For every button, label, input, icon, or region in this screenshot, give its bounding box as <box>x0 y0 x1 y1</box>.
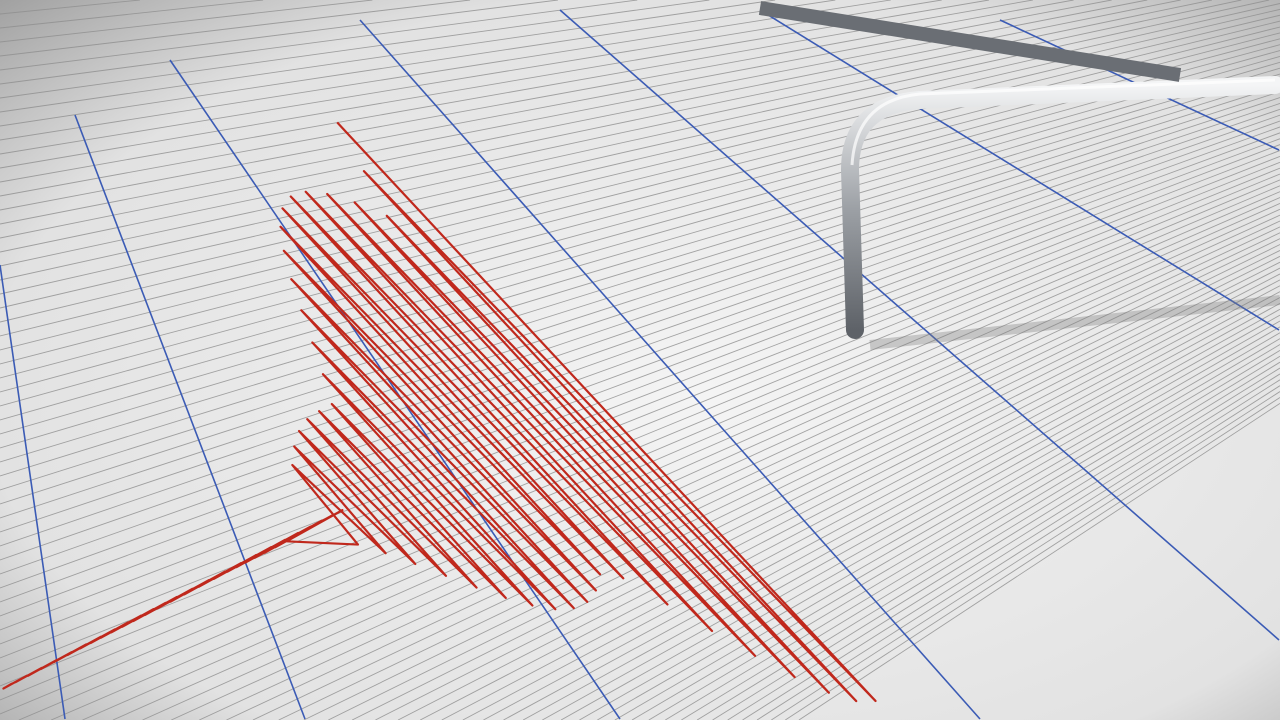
grid-line <box>0 150 1280 645</box>
grid-line <box>712 367 1280 720</box>
grid-line <box>0 114 1280 561</box>
grid-line <box>0 61 1280 435</box>
grid-line <box>0 126 1280 589</box>
grid-line <box>579 320 1280 720</box>
grid-line <box>648 344 1280 720</box>
stylus-arm <box>758 1 1182 82</box>
grid-line <box>798 402 1280 720</box>
needle-shadow <box>869 295 1280 350</box>
grid-line <box>18 185 1280 720</box>
grid-line <box>328 250 1280 720</box>
grid-line <box>0 0 471 57</box>
grid-line <box>397 267 1280 720</box>
grid-line <box>560 314 1280 720</box>
grid-line <box>0 0 1242 267</box>
grid-line <box>171 214 1280 720</box>
grid-line <box>303 244 1280 720</box>
grid-line <box>0 85 1280 491</box>
grid-line <box>278 238 1280 720</box>
grid-line <box>0 26 1280 351</box>
grid-line <box>756 385 1280 720</box>
grid-line <box>0 0 638 85</box>
grid-line <box>0 0 776 113</box>
grid-line <box>0 0 990 169</box>
grid-line <box>0 173 1280 701</box>
grid-line <box>542 308 1280 720</box>
grid-line <box>0 0 373 43</box>
grid-line <box>665 350 1280 720</box>
grid-line <box>0 73 1280 463</box>
grid-line <box>0 97 1280 519</box>
grid-line <box>0 20 1280 337</box>
grid-line <box>0 0 264 29</box>
grid-line <box>0 120 1280 575</box>
grid-line <box>0 50 1280 407</box>
grid-line <box>112 202 1280 720</box>
grid-line <box>441 279 1280 720</box>
grid-line <box>597 326 1280 720</box>
major-line <box>759 9 1280 331</box>
major-line <box>169 59 621 720</box>
grid-line <box>226 226 1280 720</box>
grid-line <box>351 255 1280 720</box>
grid-line <box>0 108 1280 547</box>
grid-line <box>0 79 1280 477</box>
trace-line <box>2 121 877 703</box>
grid-line <box>0 103 1280 533</box>
seismic-trace <box>2 121 877 703</box>
grid-line <box>0 91 1280 505</box>
grid-line <box>375 261 1280 720</box>
grid-line <box>631 338 1280 720</box>
grid-line <box>0 67 1280 449</box>
major-line <box>74 114 306 720</box>
grid-line <box>0 0 710 99</box>
grid-line <box>483 291 1280 720</box>
grid-line <box>0 132 1280 603</box>
grid-line <box>0 55 1280 421</box>
grid-line <box>0 144 1280 631</box>
grid-line <box>771 391 1280 720</box>
grid-line <box>0 0 891 141</box>
major-line <box>559 9 1280 641</box>
grid-line <box>785 397 1280 720</box>
grid-line <box>420 273 1280 720</box>
grid-line <box>0 0 836 127</box>
grid-line <box>742 379 1280 720</box>
stylus-needle <box>758 1 1280 339</box>
grid-line <box>0 0 558 71</box>
grid-line <box>0 0 140 15</box>
grid-line <box>0 167 1280 687</box>
grid-line <box>82 197 1280 720</box>
major-line <box>0 264 66 720</box>
grid-line <box>252 232 1280 720</box>
grid-line <box>0 138 1280 617</box>
grid-line <box>696 361 1280 720</box>
grid-line <box>0 14 1280 323</box>
grid-line <box>142 208 1280 720</box>
grid-line <box>681 355 1280 720</box>
grid-line <box>0 155 1280 659</box>
grid-line <box>0 161 1280 673</box>
grid-line <box>503 297 1280 720</box>
grid-line <box>199 220 1280 720</box>
grid-line <box>50 191 1280 720</box>
grid-line <box>522 302 1280 720</box>
grid-line <box>462 285 1280 720</box>
major-line <box>359 19 981 720</box>
grid-line <box>614 332 1280 720</box>
